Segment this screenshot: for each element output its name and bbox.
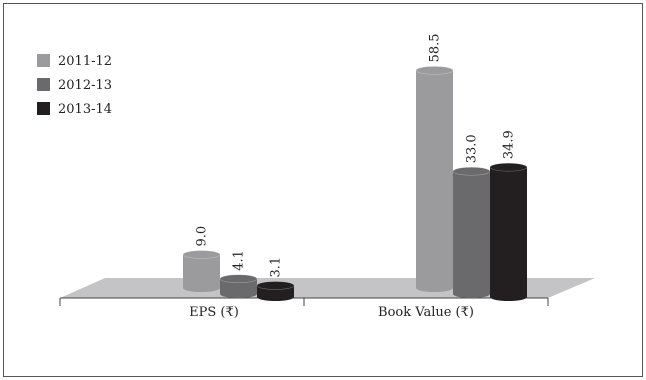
bar: 58.5 — [415, 33, 454, 292]
legend-swatch — [37, 102, 50, 115]
bar-top — [219, 274, 258, 284]
legend-swatch — [37, 54, 50, 67]
legend-label: 2013-14 — [58, 102, 112, 117]
data-label: 9.0 — [195, 226, 210, 247]
bar: 33.0 — [452, 134, 491, 298]
x-axis: EPS (₹) Book Value (₹) — [59, 297, 549, 320]
bar-body — [257, 285, 294, 301]
legend-swatch — [37, 78, 50, 91]
category-label: Book Value (₹) — [378, 305, 474, 320]
category-label: EPS (₹) — [189, 305, 239, 320]
chart-frame — [3, 3, 643, 377]
legend-label: 2012-13 — [58, 78, 112, 93]
data-label: 58.5 — [428, 33, 443, 62]
legend-item: 2012-13 — [37, 78, 112, 93]
bar-top — [415, 66, 454, 75]
legend-item: 2013-14 — [37, 102, 112, 117]
bar: 9.0 — [182, 226, 221, 292]
legend-label: 2011-12 — [58, 54, 112, 69]
legend: 2011-12 2012-13 2013-14 — [37, 54, 112, 117]
data-label: 33.0 — [465, 134, 480, 163]
bar-body — [490, 167, 527, 301]
bar-top — [489, 162, 528, 172]
data-label: 34.9 — [502, 130, 517, 159]
bar: 3.1 — [256, 257, 295, 301]
bar-top — [452, 166, 491, 176]
bar-body — [220, 278, 257, 298]
bar: 4.1 — [219, 250, 258, 298]
bars-group: 9.0 4.1 3.1 58.5 33.0 34.9 — [182, 33, 528, 301]
data-label: 3.1 — [269, 257, 284, 278]
bar-top — [182, 250, 221, 259]
bar: 34.9 — [489, 130, 528, 301]
data-label: 4.1 — [232, 250, 247, 271]
bar-body — [453, 171, 490, 298]
bar-body — [183, 254, 220, 292]
bar-top — [256, 281, 295, 290]
bar-body — [416, 70, 453, 292]
legend-item: 2011-12 — [37, 54, 112, 69]
